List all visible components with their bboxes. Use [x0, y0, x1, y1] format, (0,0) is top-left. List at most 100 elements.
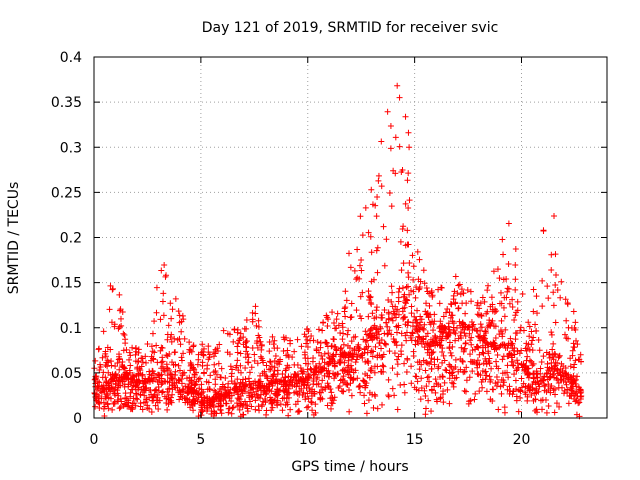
- data-points: [91, 82, 585, 420]
- data-point: [252, 310, 259, 317]
- data-point: [164, 372, 171, 379]
- data-point: [279, 407, 286, 414]
- data-point: [424, 346, 431, 353]
- data-point: [243, 316, 250, 323]
- data-point: [351, 347, 358, 354]
- data-point: [210, 403, 217, 410]
- data-point: [518, 384, 525, 391]
- data-point: [556, 403, 563, 410]
- data-point: [428, 355, 435, 362]
- data-point: [500, 304, 507, 311]
- data-point: [527, 384, 534, 391]
- data-point: [213, 371, 220, 378]
- data-point: [260, 398, 267, 405]
- data-point: [462, 340, 469, 347]
- data-point: [246, 369, 253, 376]
- data-point: [482, 329, 489, 336]
- data-point: [253, 322, 260, 329]
- data-point: [365, 397, 372, 404]
- data-point: [504, 285, 511, 292]
- data-point: [478, 312, 485, 319]
- data-point: [484, 341, 491, 348]
- data-point: [467, 288, 474, 295]
- data-point: [331, 375, 338, 382]
- data-point: [357, 312, 364, 319]
- data-point: [403, 337, 410, 344]
- data-point: [373, 213, 380, 220]
- data-point: [374, 405, 381, 412]
- data-point: [455, 305, 462, 312]
- data-point: [539, 303, 546, 310]
- data-point: [413, 386, 420, 393]
- data-point: [217, 398, 224, 405]
- data-point: [474, 344, 481, 351]
- data-point: [195, 376, 202, 383]
- data-point: [207, 372, 214, 379]
- data-point: [550, 387, 557, 394]
- data-point: [149, 397, 156, 404]
- data-point: [431, 332, 438, 339]
- data-point: [453, 324, 460, 331]
- data-point: [513, 386, 520, 393]
- data-point: [452, 300, 459, 307]
- data-point: [394, 356, 401, 363]
- data-point: [457, 332, 464, 339]
- data-point: [191, 371, 198, 378]
- data-point: [274, 401, 281, 408]
- data-point: [574, 373, 581, 380]
- data-point: [427, 336, 434, 343]
- data-point: [553, 400, 560, 407]
- data-point: [495, 406, 502, 413]
- data-point: [354, 274, 361, 281]
- data-point: [176, 335, 183, 342]
- data-point: [515, 408, 522, 415]
- data-point: [339, 320, 346, 327]
- data-point: [263, 407, 270, 414]
- data-point: [195, 391, 202, 398]
- data-point: [309, 407, 316, 414]
- data-point: [252, 406, 259, 413]
- data-point: [457, 328, 464, 335]
- data-point: [255, 317, 262, 324]
- data-point: [388, 283, 395, 290]
- data-point: [331, 371, 338, 378]
- data-point: [463, 364, 470, 371]
- data-point: [353, 307, 360, 314]
- data-point: [274, 345, 281, 352]
- data-point: [176, 367, 183, 374]
- data-point: [188, 348, 195, 355]
- data-point: [379, 362, 386, 369]
- data-point: [343, 381, 350, 388]
- data-point: [451, 288, 458, 295]
- data-point: [234, 343, 241, 350]
- data-point: [334, 310, 341, 317]
- data-point: [280, 383, 287, 390]
- data-point: [500, 251, 507, 258]
- data-point: [309, 358, 316, 365]
- data-point: [324, 343, 331, 350]
- data-point: [488, 365, 495, 372]
- data-point: [373, 307, 380, 314]
- data-point: [578, 389, 585, 396]
- data-point: [485, 322, 492, 329]
- data-point: [302, 355, 309, 362]
- data-point: [268, 363, 275, 370]
- data-point: [217, 406, 224, 413]
- data-point: [462, 332, 469, 339]
- data-point: [429, 292, 436, 299]
- data-point: [250, 386, 257, 393]
- data-point: [210, 369, 217, 376]
- data-point: [368, 278, 375, 285]
- data-point: [367, 233, 374, 240]
- data-point: [487, 303, 494, 310]
- data-point: [369, 353, 376, 360]
- data-point: [179, 370, 186, 377]
- data-point: [365, 313, 372, 320]
- data-point: [511, 317, 518, 324]
- data-point: [190, 387, 197, 394]
- data-point: [301, 331, 308, 338]
- data-point: [398, 169, 405, 176]
- data-point: [402, 113, 409, 120]
- data-point: [509, 391, 516, 398]
- data-point: [401, 381, 408, 388]
